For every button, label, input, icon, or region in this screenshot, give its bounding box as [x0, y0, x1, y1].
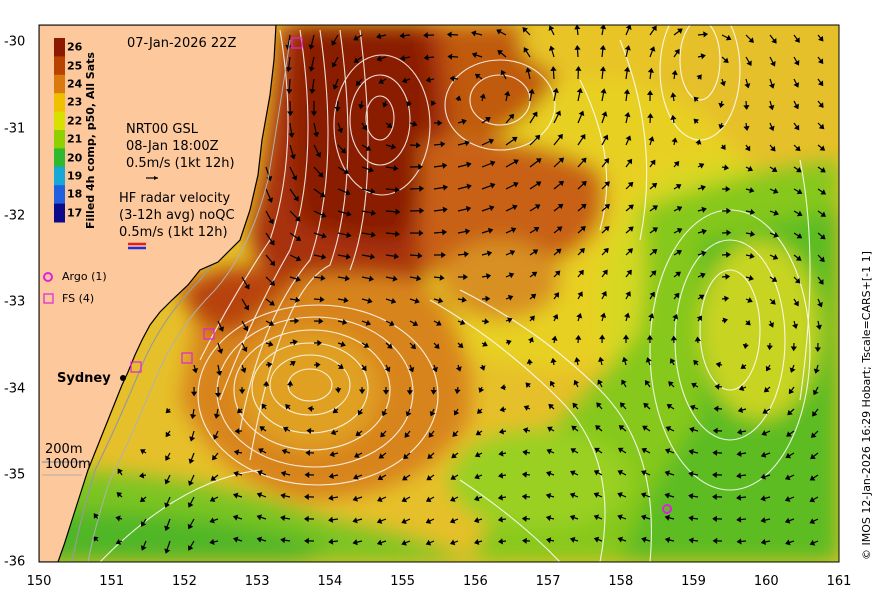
gsl-label-1: NRT00 GSL — [126, 122, 198, 137]
x-tick-label: 160 — [753, 574, 779, 589]
x-tick-label: 151 — [99, 574, 125, 589]
sst-field — [39, 25, 839, 562]
colorbar-segment — [54, 166, 65, 186]
colorbar-tick-label: 21 — [67, 132, 83, 146]
gsl-label-3: 0.5m/s (1kt 12h) — [126, 156, 235, 171]
colorbar-segment — [54, 203, 65, 223]
x-tick-label: 154 — [317, 574, 343, 589]
hf-label-2: (3-12h avg) noQC — [119, 208, 235, 223]
y-tick-label: -34 — [4, 381, 26, 397]
fs-legend-marker — [43, 293, 54, 304]
colorbar-segment — [54, 56, 65, 76]
x-tick-label: 158 — [608, 574, 634, 589]
colorbar-segment — [54, 74, 65, 94]
colorbar-tick-label: 17 — [67, 206, 83, 220]
colorbar-segment — [54, 148, 65, 168]
colorbar-title: Filled 4h comp, p50, All Sats — [84, 52, 97, 229]
velocity-arrows — [93, 25, 827, 554]
colorbar-tick-label: 26 — [67, 40, 83, 54]
bathy-200m-label: 200m — [45, 442, 83, 457]
credit-label: © IMOS 12-Jan-2026 16:29 Hobart; Tscale=… — [860, 251, 873, 560]
colorbar — [54, 38, 65, 223]
y-tick-label: -33 — [4, 294, 26, 310]
sydney-label: Sydney — [57, 371, 111, 386]
colorbar-tick-label: 23 — [67, 95, 83, 109]
gsl-label-2: 08-Jan 18:00Z — [126, 139, 219, 154]
colorbar-tick-label: 22 — [67, 114, 83, 128]
colorbar-segment — [54, 185, 65, 205]
bathy-1000m-line — [87, 39, 291, 562]
y-tick-label: -35 — [4, 467, 26, 483]
argo-legend-label: Argo (1) — [62, 270, 107, 283]
x-tick-label: 161 — [826, 574, 852, 589]
land-mass — [39, 25, 277, 562]
x-tick-label: 153 — [244, 574, 270, 589]
x-tick-label: 159 — [681, 574, 706, 589]
argo-legend-marker — [43, 272, 53, 282]
hf-label-1: HF radar velocity — [119, 191, 231, 206]
fs-marker — [203, 328, 215, 340]
colorbar-tick-label: 20 — [67, 151, 83, 165]
bathy-1000m-label: 1000m — [45, 457, 91, 472]
sydney-marker — [120, 375, 126, 381]
x-tick-label: 155 — [390, 574, 416, 589]
colorbar-segment — [54, 111, 65, 131]
colorbar-tick-label: 24 — [67, 77, 83, 91]
fs-marker — [130, 361, 142, 373]
plot-frame — [38, 24, 840, 563]
argo-float-marker — [662, 504, 672, 514]
colorbar-tick-label: 19 — [67, 169, 83, 183]
fs-legend-label: FS (4) — [62, 292, 95, 305]
datetime-label: 07-Jan-2026 22Z — [127, 36, 237, 51]
colorbar-tick-label: 25 — [67, 59, 83, 73]
y-tick-label: -36 — [4, 554, 26, 570]
fs-marker — [291, 37, 303, 49]
x-tick-label: 156 — [462, 574, 488, 589]
colorbar-segment — [54, 38, 65, 57]
y-tick-label: -30 — [4, 34, 26, 50]
y-tick-label: -31 — [4, 121, 26, 137]
x-tick-label: 150 — [26, 574, 52, 589]
fs-marker — [181, 352, 193, 364]
hf-label-3: 0.5m/s (1kt 12h) — [119, 225, 228, 240]
x-tick-label: 152 — [172, 574, 197, 589]
colorbar-tick-label: 18 — [67, 187, 83, 201]
colorbar-segment — [54, 130, 65, 149]
colorbar-segment — [54, 93, 65, 113]
y-tick-label: -32 — [4, 208, 26, 224]
x-tick-label: 157 — [535, 574, 561, 589]
